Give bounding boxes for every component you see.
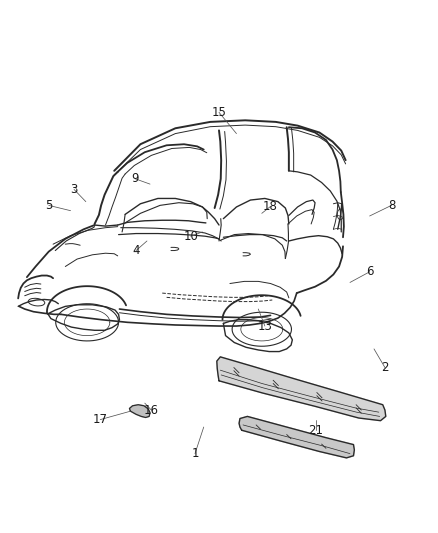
Polygon shape <box>130 405 150 417</box>
Text: 10: 10 <box>183 230 198 243</box>
Text: 2: 2 <box>381 361 389 374</box>
Polygon shape <box>217 357 386 421</box>
Text: 17: 17 <box>93 413 108 426</box>
Text: 18: 18 <box>263 200 278 213</box>
Text: 9: 9 <box>131 172 139 185</box>
Text: 1: 1 <box>191 447 199 460</box>
Text: 13: 13 <box>258 320 272 333</box>
Text: 6: 6 <box>366 265 373 278</box>
Text: 15: 15 <box>212 106 226 119</box>
Text: 5: 5 <box>45 199 53 212</box>
Text: 21: 21 <box>308 424 323 437</box>
Text: 16: 16 <box>144 403 159 416</box>
Text: 4: 4 <box>132 244 140 257</box>
Text: 8: 8 <box>388 199 395 212</box>
Text: 3: 3 <box>71 183 78 196</box>
Polygon shape <box>239 416 354 458</box>
